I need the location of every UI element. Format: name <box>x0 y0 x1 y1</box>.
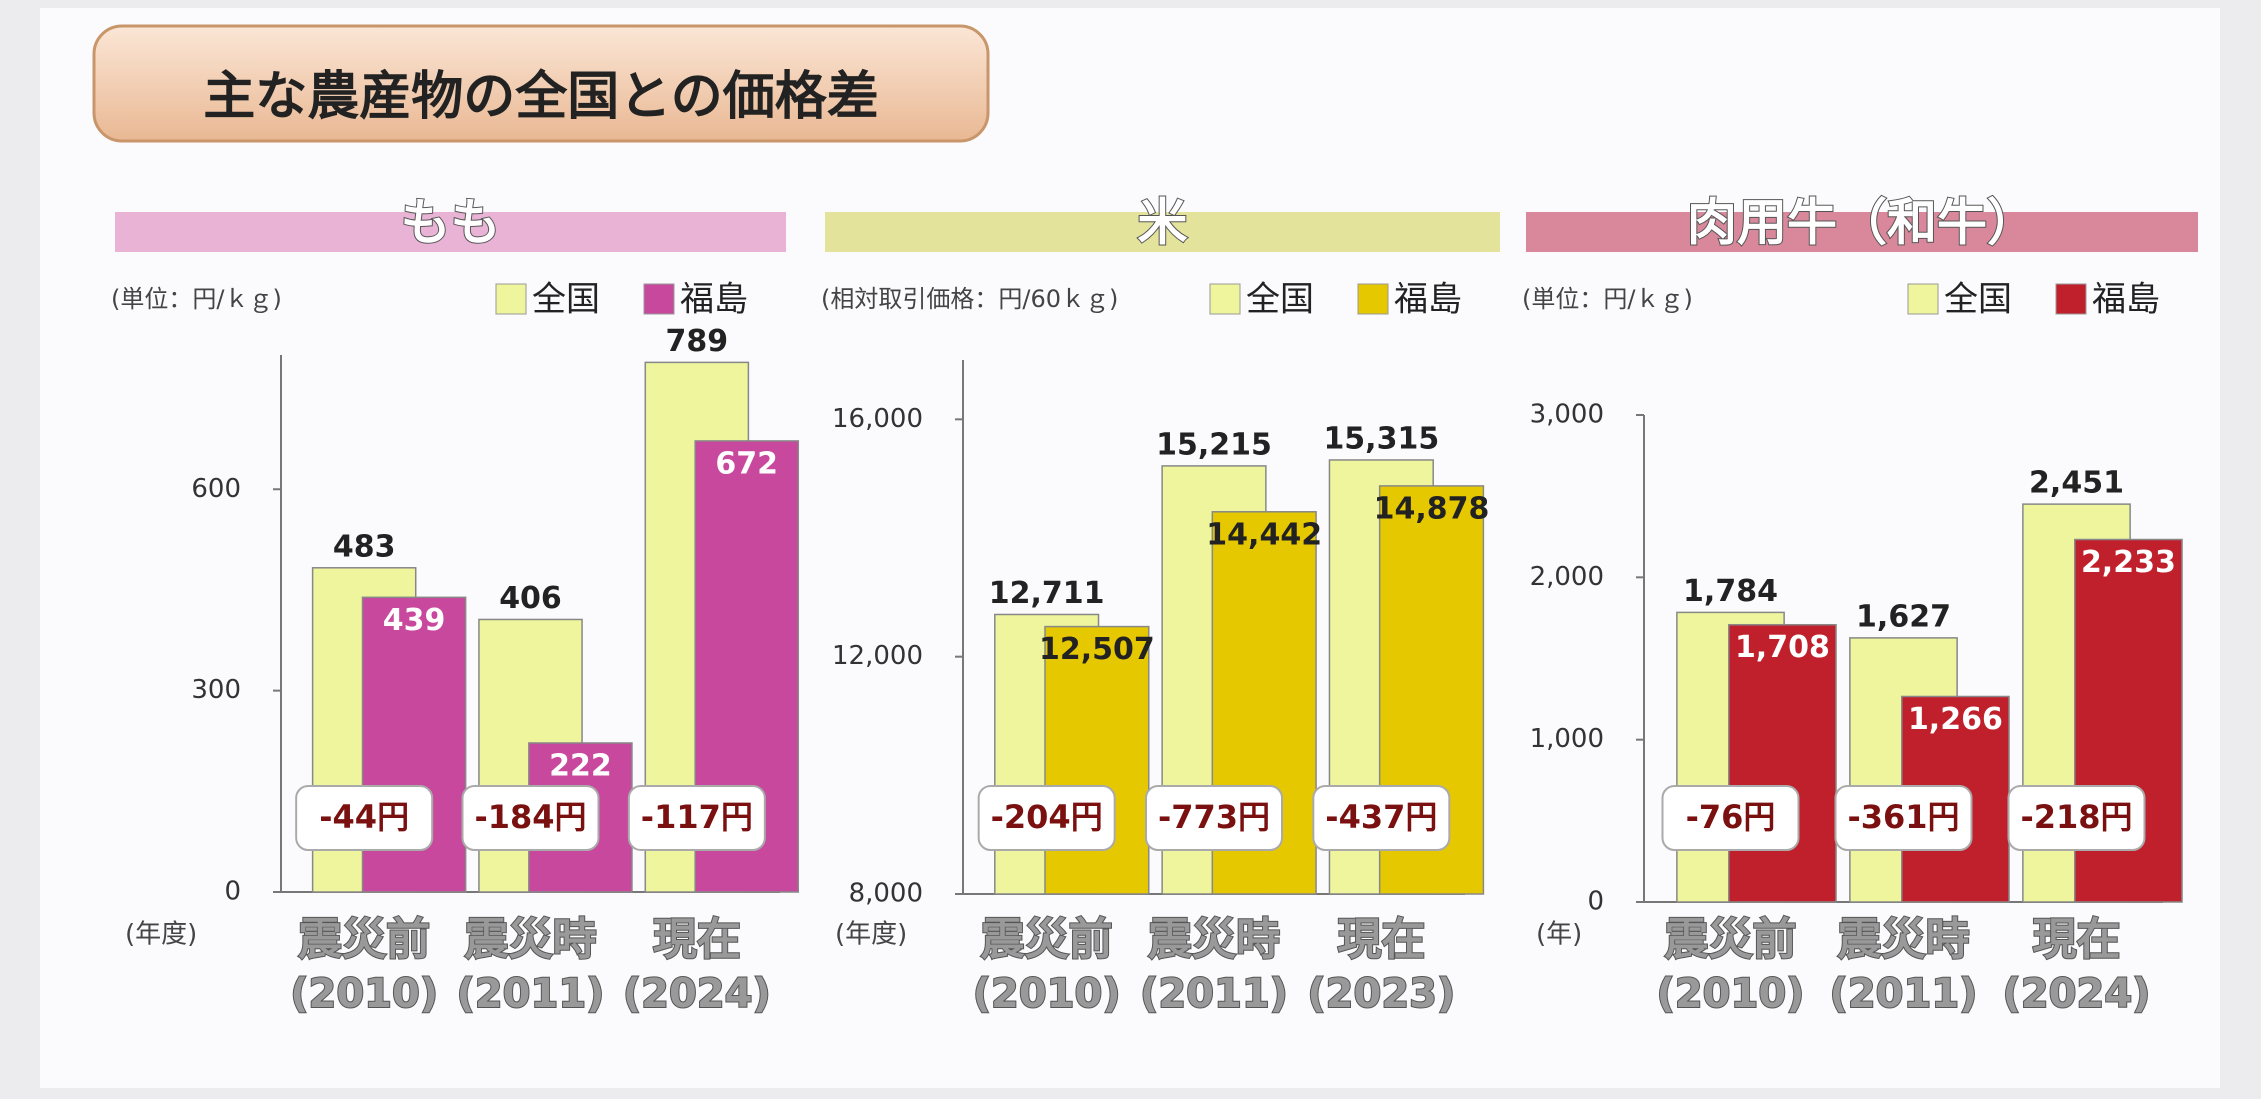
x-tick-label: 現在 <box>2033 914 2121 965</box>
value-label: 1,627 <box>1856 599 1951 634</box>
value-label: 12,711 <box>989 576 1105 611</box>
y-tick-label: 16,000 <box>832 404 923 434</box>
x-tick-label: 震災時 <box>1838 914 1970 965</box>
value-label: 15,315 <box>1323 421 1439 456</box>
y-tick-label: 8,000 <box>849 879 923 909</box>
value-label: 439 <box>383 603 446 638</box>
y-tick-label: 1,000 <box>1530 724 1604 754</box>
x-tick-year: (2024) <box>623 971 771 1017</box>
value-label: 406 <box>499 581 562 616</box>
legend-label: 全国 <box>532 280 600 320</box>
value-label: 222 <box>549 748 612 783</box>
x-tick-label: 震災時 <box>465 914 597 965</box>
legend-swatch <box>496 284 526 314</box>
difference-label: -184円 <box>474 798 586 836</box>
value-label: 2,233 <box>2081 545 2176 580</box>
y-tick-label: 0 <box>224 877 241 907</box>
unit-label: (単位：円/ｋｇ) <box>111 285 282 313</box>
legend-swatch <box>1908 284 1938 314</box>
x-axis-label: (年度) <box>125 920 197 950</box>
x-tick-label: 現在 <box>1337 914 1425 965</box>
x-tick-year: (2011) <box>457 971 605 1017</box>
x-tick-year: (2010) <box>973 971 1121 1017</box>
y-tick-label: 600 <box>191 474 241 504</box>
x-tick-year: (2011) <box>1140 971 1288 1017</box>
value-label: 12,507 <box>1039 632 1155 667</box>
panel-title: 肉用牛（和牛） <box>1687 194 2037 252</box>
y-tick-label: 3,000 <box>1530 400 1604 430</box>
poster: 主な農産物の全国との価格差 もも (単位：円/ｋｇ) 全国 福島 0 300 600 (年度)… <box>0 0 2261 1099</box>
x-tick-year: (2024) <box>2003 971 2151 1017</box>
page: 主な農産物の全国との価格差 もも (単位：円/ｋｇ) 全国 福島 0 300 600 (年度)… <box>0 0 2261 1099</box>
difference-label: -361円 <box>1847 798 1959 836</box>
value-label: 672 <box>715 446 778 481</box>
unit-label: (単位：円/ｋｇ) <box>1522 285 1693 313</box>
x-tick-year: (2023) <box>1307 971 1455 1017</box>
value-label: 1,266 <box>1908 702 2003 737</box>
y-tick-label: 2,000 <box>1530 562 1604 592</box>
main-title: 主な農産物の全国との価格差 <box>203 67 878 127</box>
value-label: 14,442 <box>1206 517 1322 552</box>
value-label: 14,878 <box>1374 491 1490 526</box>
legend-swatch <box>1358 284 1388 314</box>
difference-label: -773円 <box>1158 798 1270 836</box>
y-tick-label: 0 <box>1587 887 1604 917</box>
y-tick-label: 300 <box>191 675 241 705</box>
x-tick-label: 震災前 <box>1665 914 1797 965</box>
panel-title: 米 <box>1138 194 1188 252</box>
x-axis-label: (年) <box>1536 920 1582 950</box>
value-label: 1,784 <box>1683 574 1778 609</box>
legend-label: 福島 <box>2092 280 2160 320</box>
legend-label: 福島 <box>1394 280 1462 320</box>
value-label: 483 <box>333 529 396 564</box>
panel-title: もも <box>401 194 501 252</box>
value-label: 15,215 <box>1156 427 1272 462</box>
legend-swatch <box>2056 284 2086 314</box>
value-label: 1,708 <box>1735 630 1830 665</box>
difference-label: -44円 <box>319 798 409 836</box>
x-tick-label: 震災時 <box>1148 914 1280 965</box>
x-axis-label: (年度) <box>835 920 907 950</box>
x-tick-label: 現在 <box>653 914 741 965</box>
value-label: 789 <box>666 324 729 359</box>
legend-swatch <box>1210 284 1240 314</box>
difference-label: -76円 <box>1686 798 1776 836</box>
x-tick-year: (2010) <box>1657 971 1805 1017</box>
legend-label: 全国 <box>1246 280 1314 320</box>
difference-label: -437円 <box>1325 798 1437 836</box>
unit-label: (相対取引価格：円/60ｋｇ) <box>821 285 1118 313</box>
value-label: 2,451 <box>2029 466 2124 501</box>
legend-label: 全国 <box>1944 280 2012 320</box>
legend-label: 福島 <box>680 280 748 320</box>
difference-label: -204円 <box>991 798 1103 836</box>
x-tick-label: 震災前 <box>298 914 430 965</box>
difference-label: -218円 <box>2020 798 2132 836</box>
x-tick-label: 震災前 <box>981 914 1113 965</box>
legend-swatch <box>644 284 674 314</box>
x-tick-year: (2011) <box>1830 971 1978 1017</box>
y-tick-label: 12,000 <box>832 641 923 671</box>
bar <box>1729 625 1836 902</box>
x-tick-year: (2010) <box>290 971 438 1017</box>
difference-label: -117円 <box>641 798 753 836</box>
